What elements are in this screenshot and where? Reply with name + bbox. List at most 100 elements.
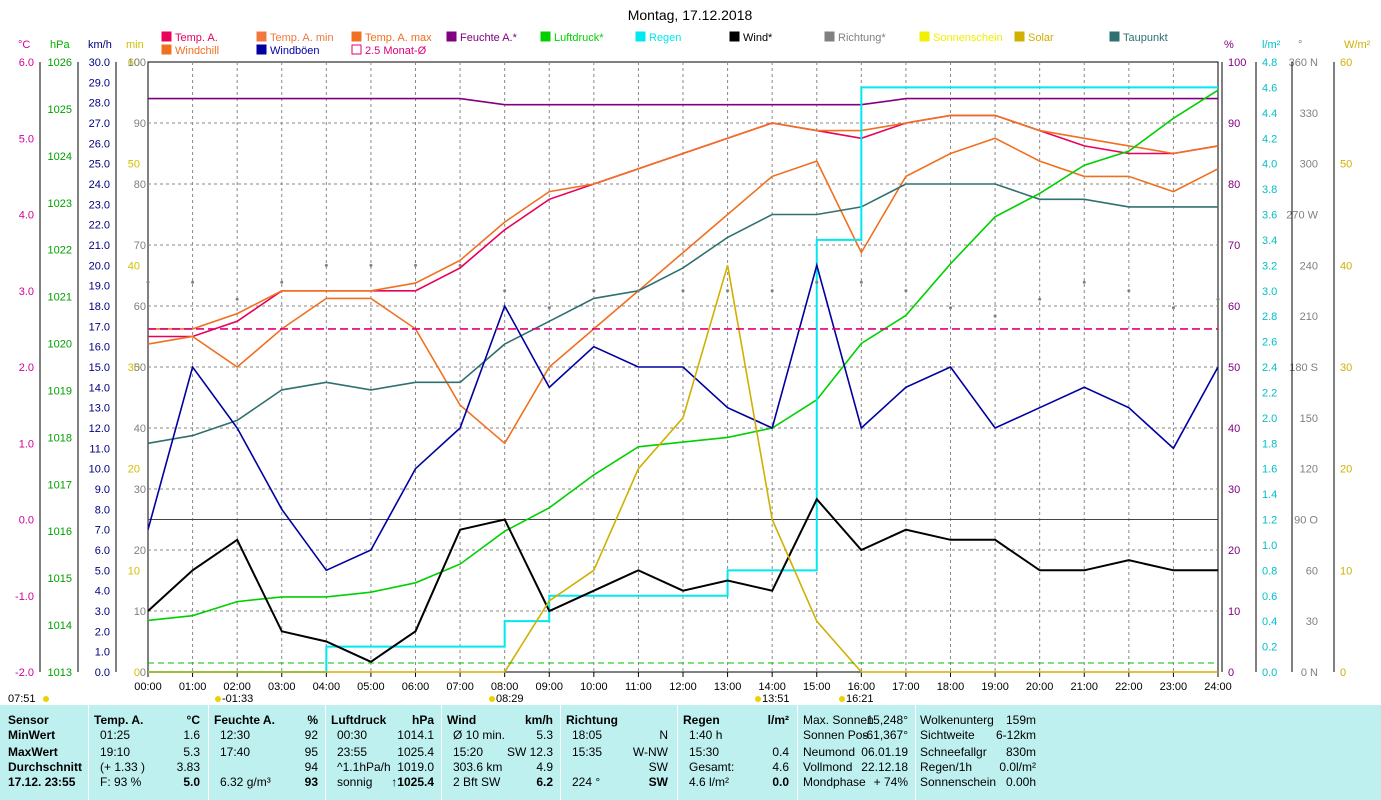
cell-label: F: 93 % <box>100 775 142 789</box>
cell-value: 5.3 <box>183 745 200 759</box>
cell-label: 23:55 <box>337 745 368 759</box>
col-unit: l/m² <box>767 713 789 727</box>
pct-inner-tick: 10 <box>134 606 146 618</box>
sun-label: Neumond <box>803 745 856 759</box>
series-point-richtung <box>547 306 551 310</box>
marker-time: 13:51 <box>762 693 790 705</box>
pct-tick: 30 <box>1228 484 1240 496</box>
x-tick-label: 14:00 <box>758 681 786 693</box>
cell-value: N <box>659 728 668 742</box>
kmh-tick: 28.0 <box>89 98 110 110</box>
deg-tick: 30 <box>1306 616 1318 628</box>
marker-time: 07:51 <box>8 693 36 705</box>
kmh-tick: 17.0 <box>89 321 110 333</box>
legend-label: Windböen <box>270 45 320 57</box>
legend-swatch <box>351 31 362 42</box>
lm2-tick: 2.0 <box>1262 413 1277 425</box>
kmh-tick: 30.0 <box>89 57 110 69</box>
hpa-tick: 1016 <box>48 526 72 538</box>
legend-label: Wind* <box>743 32 773 44</box>
temp-tick: 6.0 <box>19 57 34 69</box>
pct-inner-tick: 0 <box>140 667 146 679</box>
pct-inner-tick: 60 <box>134 301 146 313</box>
sun-label: Max. Sonnen <box>803 713 874 727</box>
cell-label: 303.6 km <box>453 760 503 774</box>
hpa-tick: 1020 <box>48 339 72 351</box>
lm2-tick: 0.0 <box>1262 667 1277 679</box>
deg-tick: 0 N <box>1301 667 1318 679</box>
pct-inner-tick: 30 <box>134 484 146 496</box>
cell-label: 01:25 <box>100 728 131 742</box>
temp-tick: 5.0 <box>19 133 34 145</box>
deg-tick: 240 <box>1300 260 1318 272</box>
kmh-tick: 23.0 <box>89 199 110 211</box>
kmh-tick: 12.0 <box>89 423 110 435</box>
x-tick-label: 15:00 <box>803 681 831 693</box>
cell-value: 4.9 <box>536 760 553 774</box>
lm2-tick: 1.6 <box>1262 464 1277 476</box>
lm2-tick: 0.2 <box>1262 642 1277 654</box>
deg-tick: 150 <box>1300 413 1318 425</box>
kmh-tick: 26.0 <box>89 138 110 150</box>
min-tick: 0 <box>134 667 140 679</box>
x-tick-label: 19:00 <box>981 681 1009 693</box>
cell-label: 1:40 h <box>689 728 723 742</box>
cell-label: ^1.1hPa/h <box>337 760 391 774</box>
axis-unit: % <box>1224 39 1234 51</box>
cell-value: 5.3 <box>536 728 553 742</box>
lm2-tick: 2.4 <box>1262 362 1277 374</box>
temp-tick: -1.0 <box>15 591 34 603</box>
series-point-richtung <box>681 289 685 293</box>
cell-value: SW 12.3 <box>506 745 553 759</box>
sun-value: + 74% <box>873 775 908 789</box>
wm2-tick: 50 <box>1340 159 1352 171</box>
pct-inner-tick: 40 <box>134 423 146 435</box>
series-point-richtung <box>949 306 952 310</box>
legend-label: Temp. A. <box>175 32 218 44</box>
lm2-tick: 3.0 <box>1262 286 1277 298</box>
time-markers: 07:51 -01:33 08:29 13:51 16:21 <box>8 693 874 705</box>
series-point-richtung <box>458 263 462 267</box>
marker-sun-icon <box>489 696 495 702</box>
legend-swatch <box>824 31 835 42</box>
temp-tick: 3.0 <box>19 286 34 298</box>
extra-value: 0.00h <box>1005 775 1036 789</box>
cell-label: 19:10 <box>100 745 131 759</box>
table-col-divider <box>677 705 678 800</box>
extra-label: Schneefallgr <box>920 745 987 759</box>
hpa-tick: 1023 <box>48 198 72 210</box>
cell-label: Ø 10 min. <box>453 728 506 742</box>
kmh-tick: 10.0 <box>89 464 110 476</box>
cell-label: 15:20 <box>453 745 484 759</box>
x-tick-label: 20:00 <box>1026 681 1054 693</box>
x-tick-label: 24:00 <box>1204 681 1232 693</box>
col-head: Temp. A. <box>94 713 144 727</box>
lm2-tick: 3.4 <box>1262 235 1277 247</box>
pct-tick: 50 <box>1228 362 1240 374</box>
legend-label: Sonnenschein <box>933 32 1003 44</box>
lm2-tick: 0.4 <box>1262 616 1277 628</box>
legend-swatch <box>256 31 267 42</box>
kmh-tick: 2.0 <box>95 626 110 638</box>
col-unit: hPa <box>411 713 434 727</box>
axis-unit: ° <box>1298 39 1302 51</box>
cell-value: ↑1025.4 <box>391 775 434 789</box>
series-line-solar <box>148 265 1218 673</box>
cell-value: 93 <box>304 775 318 789</box>
hpa-tick: 1017 <box>48 479 72 491</box>
hpa-tick: 1026 <box>48 57 72 69</box>
hpa-tick: 1018 <box>48 432 72 444</box>
col-unit: °C <box>186 713 200 727</box>
marker-sun-icon <box>755 696 761 702</box>
grid <box>148 62 1218 672</box>
table-col-divider <box>441 705 442 800</box>
series-line-windb-en <box>147 262 1219 572</box>
series-point-richtung <box>146 280 150 284</box>
kmh-tick: 1.0 <box>95 647 110 659</box>
sun-value: 06.01.19 <box>861 745 908 759</box>
marker-time: 08:29 <box>496 693 524 705</box>
x-tick-label: 00:00 <box>134 681 162 693</box>
lm2-tick: 0.6 <box>1262 591 1277 603</box>
series-point-richtung <box>1216 297 1220 301</box>
pct-tick: 70 <box>1228 240 1240 252</box>
